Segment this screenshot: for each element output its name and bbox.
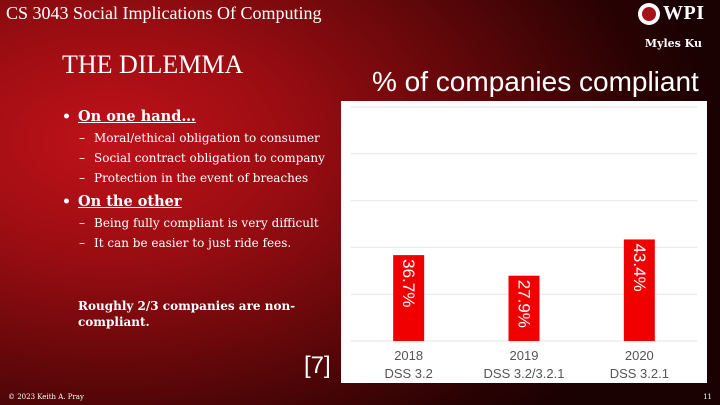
x-tick-label-2019: 2019: [510, 348, 539, 363]
wpi-logo-text: WPI: [663, 2, 705, 24]
page-number: 11: [703, 393, 712, 401]
bar-2019: [508, 275, 540, 341]
sub-bullet-text: Moral/ethical obligation to consumer: [94, 131, 320, 145]
sub-bullet: – Moral/ethical obligation to consumer: [79, 131, 320, 145]
bullet-other: • On the other: [62, 193, 352, 210]
course-title: CS 3043 Social Implications Of Computing: [6, 3, 322, 23]
slide-title: THE DILEMMA: [62, 50, 244, 79]
data-label-2019: 27.9%: [515, 280, 534, 328]
bullet-dot-icon: •: [62, 194, 71, 210]
x-tick-sublabel-2020: DSS 3.2.1: [610, 366, 669, 381]
bar-2020: [623, 239, 655, 341]
data-label-2020: 43.4%: [630, 243, 649, 291]
bullet-heading-one-hand: On one hand…: [78, 108, 196, 125]
compliance-bar-chart: 36.7% 2018 DSS 3.2 27.9% 2019 DSS 3.2/3.2.1 43…: [351, 106, 697, 381]
sub-bullet: – Being fully compliant is very difficult: [79, 216, 319, 230]
sub-bullet: – Social contract obligation to company: [79, 151, 325, 165]
bullet-one-hand: • On one hand…: [62, 108, 352, 125]
sub-bullet: – It can be easier to just ride fees.: [79, 236, 292, 250]
x-tick-sublabel-2019: DSS 3.2/3.2.1: [484, 366, 565, 381]
reference-citation: [7]: [304, 352, 331, 379]
bullet-list: • On one hand… – Moral/ethical obligation…: [62, 108, 352, 256]
header-bar: CS 3043 Social Implications Of Computing…: [0, 0, 720, 28]
wpi-seal-icon: [638, 2, 660, 25]
sub-bullet-text: Social contract obligation to company: [94, 151, 325, 165]
bullet-heading-other: On the other: [78, 193, 182, 210]
author-name: Myles Ku: [644, 37, 702, 50]
x-tick-label-2020: 2020: [625, 348, 654, 363]
x-tick-label-2018: 2018: [394, 348, 423, 363]
chart-title: % of companies compliant: [372, 66, 699, 97]
bar-2018: [393, 255, 425, 341]
copyright-footer: © 2023 Keith A. Pray: [8, 393, 84, 401]
sub-bullet: – Protection in the event of breaches: [79, 171, 309, 185]
sub-bullet-text: Being fully compliant is very difficult: [94, 216, 319, 230]
sub-bullet-text: Protection in the event of breaches: [94, 171, 309, 185]
x-tick-sublabel-2018: DSS 3.2: [384, 366, 432, 381]
summary-text: Roughly 2/3 companies are non-compliant.: [78, 299, 296, 329]
chart-area: 36.7% 2018 DSS 3.2 27.9% 2019 DSS 3.2/3.2.1 43…: [341, 101, 707, 383]
wpi-logo: WPI: [638, 2, 705, 25]
bullet-dot-icon: •: [62, 109, 71, 125]
sub-bullet-text: It can be easier to just ride fees.: [94, 236, 292, 250]
data-label-2018: 36.7%: [399, 259, 418, 307]
